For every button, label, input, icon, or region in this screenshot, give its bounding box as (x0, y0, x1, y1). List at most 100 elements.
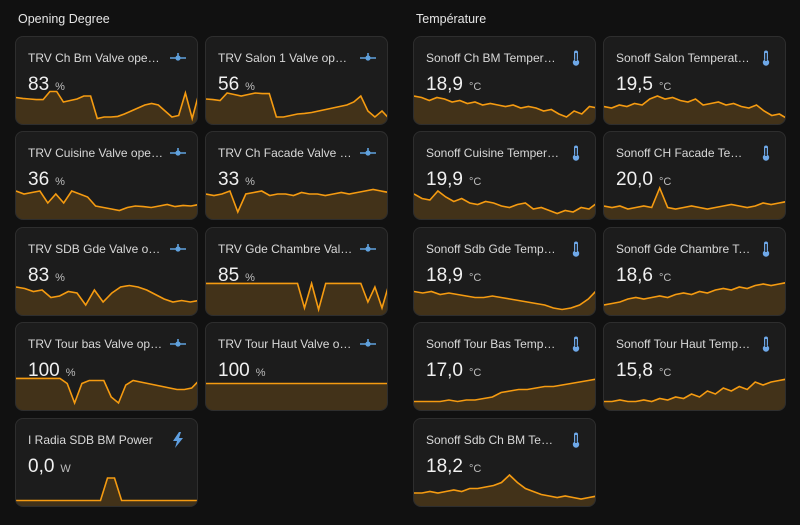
sensor-card-opening[interactable]: TRV SDB Gde Valve ope... 83% (15, 227, 198, 316)
sparkline-area (206, 383, 387, 410)
sensor-card-temperature[interactable]: Sonoff Sdb Ch BM Temp... 18,2 °C (413, 418, 596, 507)
sparkline-graph (16, 190, 197, 219)
sparkline-line (604, 378, 785, 403)
sparkline-line (414, 290, 595, 311)
sensor-card-temperature[interactable]: Sonoff Salon Temperature 19,5 °C (603, 36, 786, 125)
sensor-unit: °C (468, 81, 482, 93)
sensor-value: 100 (218, 360, 250, 381)
sparkline-graph (414, 189, 595, 219)
sensor-unit: % (245, 176, 255, 188)
sensor-name: Sonoff Tour Haut Tempe... (616, 337, 751, 351)
sparkline-area (604, 96, 785, 124)
sensor-card-temperature[interactable]: Sonoff Ch BM Temperat... 18,9 °C (413, 36, 596, 125)
sensor-value: 19,5 (616, 74, 653, 95)
sparkline-graph (16, 284, 197, 315)
sensor-unit: °C (468, 367, 482, 379)
sparkline-area (414, 475, 595, 506)
sparkline-graph (16, 477, 197, 506)
sensor-name: Sonoff Cuisine Tempera... (426, 146, 561, 160)
sensor-name: Sonoff Tour Bas Temper... (426, 337, 561, 351)
sensor-value: 18,9 (426, 265, 463, 286)
sparkline-area (414, 291, 595, 315)
sensor-value-row: 18,2 °C (426, 456, 481, 478)
sensor-value-row: 17,0 °C (426, 360, 481, 382)
sparkline-line (414, 473, 595, 500)
lightning-bolt-icon (169, 431, 187, 449)
thermometer-icon (567, 335, 585, 353)
sensor-card-opening[interactable]: TRV Gde Chambre Valve... 85% (205, 227, 388, 316)
sparkline-graph (206, 281, 387, 315)
sparkline-line (604, 95, 785, 119)
sparkline-graph (16, 90, 197, 124)
section-title-opening-degree: Opening Degree (18, 12, 110, 26)
sensor-unit: °C (658, 367, 672, 379)
sensor-value: 100 (28, 360, 60, 381)
sensor-card-temperature[interactable]: Sonoff Cuisine Tempera... 19,9 °C (413, 131, 596, 220)
sensor-value: 83 (28, 74, 50, 95)
valve-icon (359, 144, 377, 162)
sensor-card-opening[interactable]: TRV Ch Bm Valve openi... 83% (15, 36, 198, 125)
sensor-value-row: 19,9 °C (426, 169, 481, 191)
sensor-value-row: 19,5 °C (616, 74, 671, 96)
thermometer-icon (567, 49, 585, 67)
sensor-unit: °C (658, 176, 672, 188)
valve-icon (169, 240, 187, 258)
sparkline-line (16, 190, 197, 212)
thermometer-icon (757, 335, 775, 353)
sensor-value: 15,8 (616, 360, 653, 381)
sensor-card-opening[interactable]: TRV Tour Haut Valve op... 100% (205, 322, 388, 411)
sensor-unit: W (60, 463, 71, 475)
sensor-card-opening[interactable]: TRV Tour bas Valve ope... 100% (15, 322, 198, 411)
sensor-card-temperature[interactable]: Sonoff Tour Bas Temper... 17,0 °C (413, 322, 596, 411)
sparkline-graph (206, 188, 387, 219)
sensor-card-opening[interactable]: I Radia SDB BM Power 0,0 W (15, 418, 198, 507)
sensor-value: 36 (28, 169, 50, 190)
sensor-unit: °C (468, 272, 482, 284)
sensor-card-opening[interactable]: TRV Cuisine Valve openi... 36% (15, 131, 198, 220)
sensor-name: Sonoff Ch BM Temperat... (426, 51, 561, 65)
sensor-card-opening[interactable]: TRV Salon 1 Valve openi... 56% (205, 36, 388, 125)
sensor-name: Sonoff Sdb Ch BM Temp... (426, 433, 561, 447)
sensor-value: 18,6 (616, 265, 653, 286)
sparkline-graph (206, 382, 387, 410)
sensor-value: 85 (218, 265, 240, 286)
thermometer-icon (757, 144, 775, 162)
sensor-name: TRV Ch Facade Valve op... (218, 146, 353, 160)
sensor-name: TRV SDB Gde Valve ope... (28, 242, 163, 256)
sensor-card-opening[interactable]: TRV Ch Facade Valve op... 33% (205, 131, 388, 220)
sparkline-line (16, 90, 197, 122)
sensor-card-temperature[interactable]: Sonoff Sdb Gde Temper... 18,9 °C (413, 227, 596, 316)
sensor-card-temperature[interactable]: Sonoff Tour Haut Tempe... 15,8 °C (603, 322, 786, 411)
sparkline-area (16, 378, 197, 410)
sensor-name: Sonoff CH Facade Temp... (616, 146, 751, 160)
valve-icon (359, 240, 377, 258)
sensor-value: 56 (218, 74, 240, 95)
sparkline-graph (604, 282, 785, 315)
sensor-value: 20,0 (616, 169, 653, 190)
sparkline-area (604, 282, 785, 315)
sensor-name: TRV Tour Haut Valve op... (218, 337, 353, 351)
sparkline-area (16, 478, 197, 506)
sparkline-graph (604, 95, 785, 124)
sensor-value: 83 (28, 265, 50, 286)
valve-icon (169, 49, 187, 67)
sparkline-graph (604, 185, 785, 219)
sensor-unit: % (245, 81, 255, 93)
sensor-value-row: 100% (28, 360, 75, 382)
sensor-value-row: 56% (218, 74, 255, 96)
sparkline-line (604, 282, 785, 306)
sensor-card-temperature[interactable]: Sonoff Gde Chambre Te... 18,6 °C (603, 227, 786, 316)
sensor-name: TRV Salon 1 Valve openi... (218, 51, 353, 65)
sensor-name: I Radia SDB BM Power (28, 433, 153, 447)
sensor-unit: % (55, 176, 65, 188)
sparkline-graph (604, 378, 785, 410)
sensor-value-row: 85% (218, 265, 255, 287)
sensor-card-temperature[interactable]: Sonoff CH Facade Temp... 20,0 °C (603, 131, 786, 220)
sparkline-area (16, 285, 197, 315)
sparkline-line (206, 281, 387, 313)
sensor-unit: °C (468, 176, 482, 188)
sparkline-graph (16, 377, 197, 410)
sparkline-line (16, 284, 197, 307)
thermometer-icon (567, 144, 585, 162)
sparkline-graph (206, 92, 387, 124)
